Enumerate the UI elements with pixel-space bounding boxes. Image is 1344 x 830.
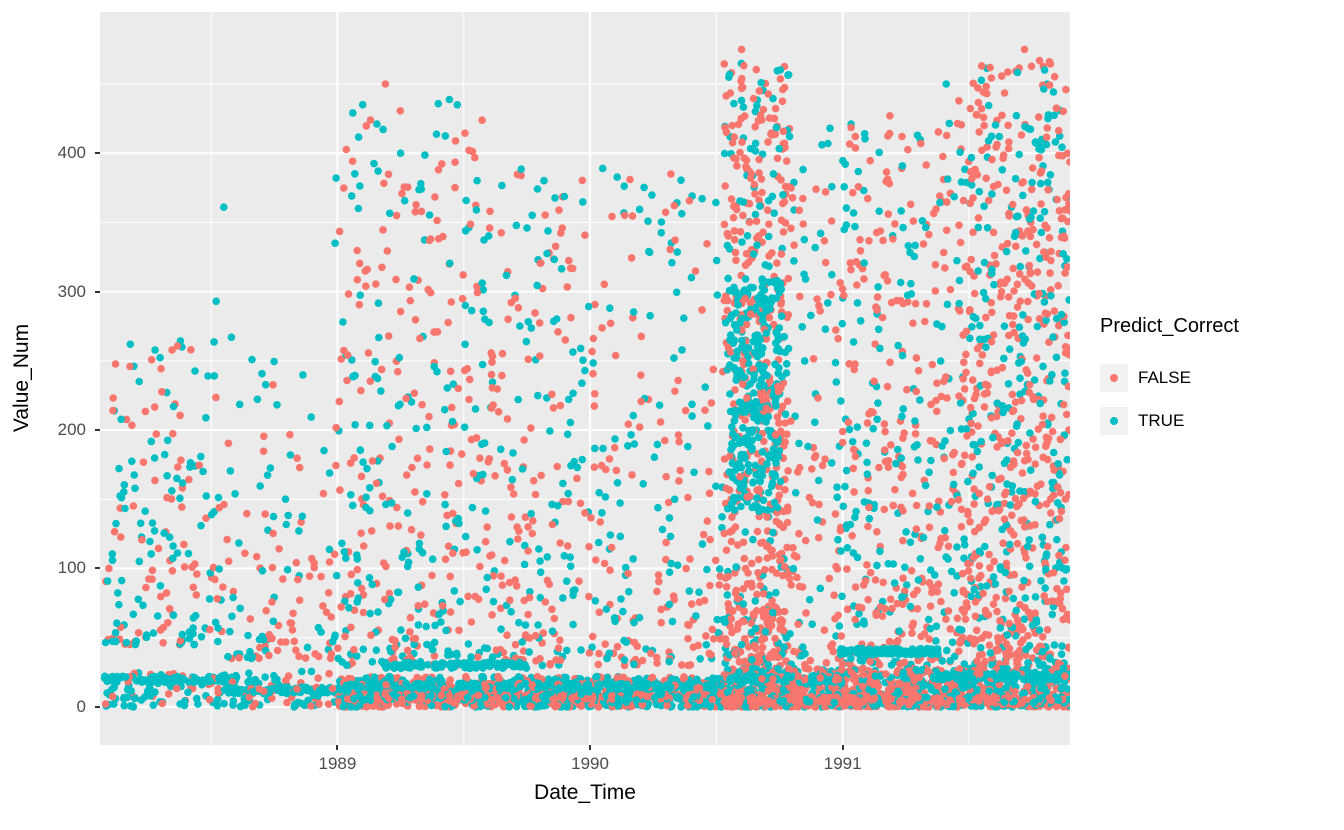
false-point-icon (1110, 374, 1118, 382)
legend-entry-true: TRUE (1100, 407, 1239, 435)
y-axis-tick-labels: 0 100 200 300 400 (0, 12, 100, 745)
y-tick-label: 400 (57, 143, 86, 163)
y-tick-label: 300 (57, 281, 86, 301)
y-tick-mark (95, 705, 100, 708)
legend-key-false (1100, 364, 1128, 392)
x-tick-label: 1990 (571, 754, 609, 773)
x-axis-tick-labels: 1989 1990 1991 (100, 745, 1070, 781)
points-layer (100, 45, 1070, 711)
x-tick-label: 1989 (318, 754, 357, 773)
legend-entry-false: FALSE (1100, 364, 1239, 392)
y-tick-mark (95, 152, 100, 155)
y-tick-mark (95, 429, 100, 432)
legend-label-false: FALSE (1138, 368, 1191, 387)
x-axis-title: Date_Time (534, 781, 636, 804)
true-point-icon (1110, 417, 1118, 425)
legend-title: Predict_Correct (1100, 315, 1239, 337)
legend: Predict_Correct FALSE TRUE (1100, 315, 1239, 450)
plot-canvas (100, 12, 1070, 745)
legend-key-true (1100, 407, 1128, 435)
y-tick-label: 100 (57, 558, 86, 578)
y-tick-label: 200 (57, 420, 86, 440)
y-tick-mark (95, 290, 100, 293)
x-tick-mark (841, 745, 844, 750)
x-tick-mark (336, 745, 339, 750)
y-tick-label: 0 (76, 696, 86, 716)
plot-panel (100, 12, 1070, 745)
legend-label-true: TRUE (1138, 411, 1185, 430)
x-tick-label: 1991 (823, 754, 862, 773)
x-tick-mark (589, 745, 592, 750)
y-tick-mark (95, 567, 100, 570)
